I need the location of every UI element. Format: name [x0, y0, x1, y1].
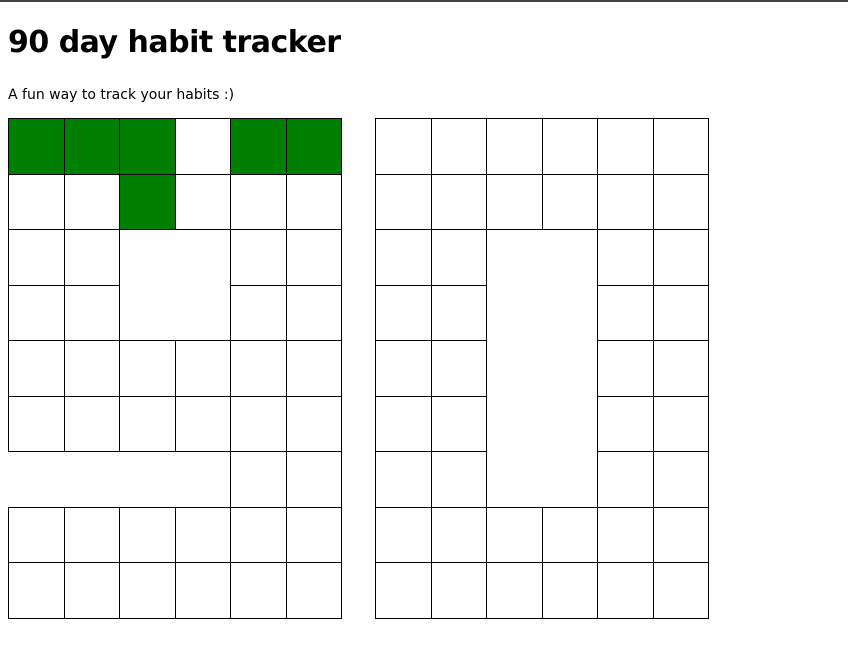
day-cell[interactable]	[430, 451, 487, 508]
day-cell[interactable]	[597, 173, 654, 230]
page-subtitle: A fun way to track your habits :)	[8, 87, 235, 103]
day-cell[interactable]	[486, 506, 543, 563]
day-cell[interactable]	[375, 173, 432, 230]
day-cell[interactable]	[285, 173, 342, 230]
habit-grid-left	[8, 118, 342, 620]
day-cell[interactable]	[541, 173, 598, 230]
day-cell[interactable]	[541, 506, 598, 563]
day-cell[interactable]	[285, 395, 342, 452]
day-cell[interactable]	[430, 562, 487, 619]
top-border	[0, 0, 848, 2]
day-cell[interactable]	[652, 562, 709, 619]
day-cell[interactable]	[8, 173, 65, 230]
day-cell[interactable]	[8, 284, 65, 341]
day-cell[interactable]	[8, 118, 65, 175]
day-cell[interactable]	[174, 173, 231, 230]
day-cell[interactable]	[230, 284, 287, 341]
day-cell[interactable]	[230, 451, 287, 508]
day-cell[interactable]	[285, 118, 342, 175]
day-cell[interactable]	[375, 451, 432, 508]
day-cell[interactable]	[174, 506, 231, 563]
day-cell[interactable]	[652, 451, 709, 508]
day-cell[interactable]	[597, 229, 654, 286]
day-cell[interactable]	[8, 506, 65, 563]
day-cell[interactable]	[597, 562, 654, 619]
day-cell[interactable]	[63, 229, 120, 286]
day-cell[interactable]	[63, 284, 120, 341]
day-cell[interactable]	[486, 118, 543, 175]
day-cell[interactable]	[119, 506, 176, 563]
day-cell[interactable]	[63, 562, 120, 619]
day-cell[interactable]	[285, 562, 342, 619]
day-cell[interactable]	[430, 284, 487, 341]
day-cell[interactable]	[8, 340, 65, 397]
day-cell[interactable]	[597, 340, 654, 397]
page-title: 90 day habit tracker	[8, 25, 341, 60]
day-cell[interactable]	[597, 451, 654, 508]
day-cell[interactable]	[285, 284, 342, 341]
day-cell[interactable]	[430, 506, 487, 563]
day-cell[interactable]	[8, 395, 65, 452]
day-cell[interactable]	[63, 506, 120, 563]
day-cell[interactable]	[285, 506, 342, 563]
day-cell[interactable]	[375, 340, 432, 397]
day-cell[interactable]	[174, 118, 231, 175]
day-cell[interactable]	[174, 340, 231, 397]
day-cell[interactable]	[652, 395, 709, 452]
day-cell[interactable]	[8, 229, 65, 286]
day-cell[interactable]	[430, 340, 487, 397]
day-cell[interactable]	[430, 118, 487, 175]
day-cell[interactable]	[230, 173, 287, 230]
day-cell[interactable]	[285, 451, 342, 508]
day-cell[interactable]	[285, 229, 342, 286]
day-cell[interactable]	[119, 118, 176, 175]
day-cell[interactable]	[652, 506, 709, 563]
day-cell[interactable]	[652, 229, 709, 286]
day-cell[interactable]	[375, 395, 432, 452]
day-cell[interactable]	[541, 118, 598, 175]
day-cell[interactable]	[652, 118, 709, 175]
habit-grid-right	[375, 118, 709, 620]
day-cell[interactable]	[375, 562, 432, 619]
day-cell[interactable]	[430, 229, 487, 286]
day-cell[interactable]	[597, 284, 654, 341]
day-cell[interactable]	[230, 340, 287, 397]
day-cell[interactable]	[63, 173, 120, 230]
day-cell[interactable]	[119, 562, 176, 619]
day-cell[interactable]	[430, 173, 487, 230]
day-cell[interactable]	[63, 340, 120, 397]
day-cell[interactable]	[375, 118, 432, 175]
day-cell[interactable]	[652, 284, 709, 341]
day-cell[interactable]	[230, 229, 287, 286]
day-cell[interactable]	[652, 340, 709, 397]
day-cell[interactable]	[63, 118, 120, 175]
day-cell[interactable]	[430, 395, 487, 452]
day-cell[interactable]	[597, 506, 654, 563]
day-cell[interactable]	[230, 395, 287, 452]
day-cell[interactable]	[652, 173, 709, 230]
day-cell[interactable]	[597, 395, 654, 452]
day-cell[interactable]	[230, 118, 287, 175]
day-cell[interactable]	[8, 562, 65, 619]
day-cell[interactable]	[597, 118, 654, 175]
day-cell[interactable]	[174, 562, 231, 619]
day-cell[interactable]	[541, 562, 598, 619]
day-cell[interactable]	[230, 506, 287, 563]
day-cell[interactable]	[375, 506, 432, 563]
day-cell[interactable]	[63, 395, 120, 452]
day-cell[interactable]	[375, 229, 432, 286]
day-cell[interactable]	[285, 340, 342, 397]
day-cell[interactable]	[375, 284, 432, 341]
day-cell[interactable]	[119, 173, 176, 230]
day-cell[interactable]	[230, 562, 287, 619]
day-cell[interactable]	[486, 173, 543, 230]
day-cell[interactable]	[119, 395, 176, 452]
day-cell[interactable]	[174, 395, 231, 452]
day-cell[interactable]	[119, 340, 176, 397]
day-cell[interactable]	[486, 562, 543, 619]
